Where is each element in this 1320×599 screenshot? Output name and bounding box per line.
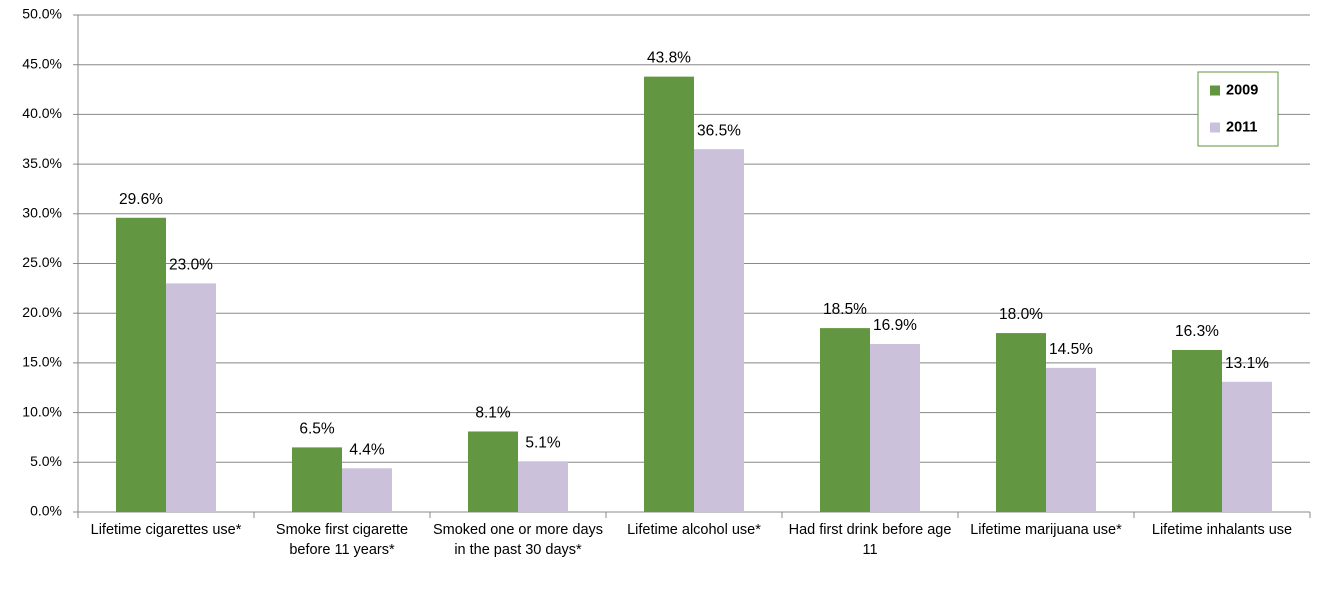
y-tick-label: 0.0%: [30, 503, 62, 519]
y-tick-label: 45.0%: [22, 55, 62, 71]
y-tick-label: 25.0%: [22, 254, 62, 270]
bar: [694, 149, 744, 512]
bar: [116, 217, 166, 512]
y-tick-label: 40.0%: [22, 105, 62, 121]
legend-label: 2011: [1226, 119, 1257, 135]
data-label: 16.3%: [1175, 323, 1219, 340]
data-label: 23.0%: [169, 256, 213, 273]
bar: [342, 468, 392, 512]
data-label: 43.8%: [647, 50, 691, 67]
y-tick-label: 30.0%: [22, 205, 62, 221]
bar: [1222, 381, 1272, 512]
y-tick-label: 15.0%: [22, 354, 62, 370]
bar: [1172, 349, 1222, 512]
bar: [870, 344, 920, 512]
data-label: 14.5%: [1049, 341, 1093, 358]
legend-label: 2009: [1226, 82, 1258, 98]
data-label: 6.5%: [299, 420, 335, 437]
data-label: 13.1%: [1225, 355, 1269, 372]
y-tick-label: 50.0%: [22, 6, 62, 22]
data-label: 8.1%: [475, 405, 511, 422]
y-tick-label: 10.0%: [22, 403, 62, 419]
x-tick-label: Lifetime cigarettes use*: [90, 522, 242, 538]
legend-box: [1197, 71, 1279, 147]
data-label: 29.6%: [119, 191, 163, 208]
legend-swatch: [1210, 85, 1220, 96]
bar: [644, 76, 694, 513]
bar: [518, 461, 568, 512]
y-tick-label: 20.0%: [22, 304, 62, 320]
x-tick-label: Smoked one or more days in the past 30 d…: [432, 522, 604, 558]
bar: [1046, 367, 1096, 512]
x-tick-label: Lifetime inhalants use: [1151, 522, 1293, 538]
x-tick-label: Lifetime marijuana use*: [970, 522, 1122, 538]
data-label: 18.0%: [999, 306, 1043, 323]
data-label: 36.5%: [697, 122, 741, 139]
x-tick-label: Smoke first cigarette before 11 years*: [275, 522, 409, 558]
legend-swatch: [1210, 122, 1220, 133]
data-label: 16.9%: [873, 317, 917, 334]
x-tick-label: Lifetime alcohol use*: [627, 522, 761, 538]
bar: [820, 328, 870, 512]
x-tick-label: Had first drink before age 11: [788, 522, 952, 558]
data-label: 18.5%: [823, 301, 867, 318]
bar: [468, 431, 518, 512]
data-label: 5.1%: [525, 434, 561, 451]
bar: [996, 333, 1046, 512]
bar: [166, 283, 216, 512]
y-tick-label: 35.0%: [22, 155, 62, 171]
y-tick-label: 5.0%: [30, 453, 62, 469]
bar: [292, 447, 342, 512]
data-label: 4.4%: [349, 441, 385, 458]
